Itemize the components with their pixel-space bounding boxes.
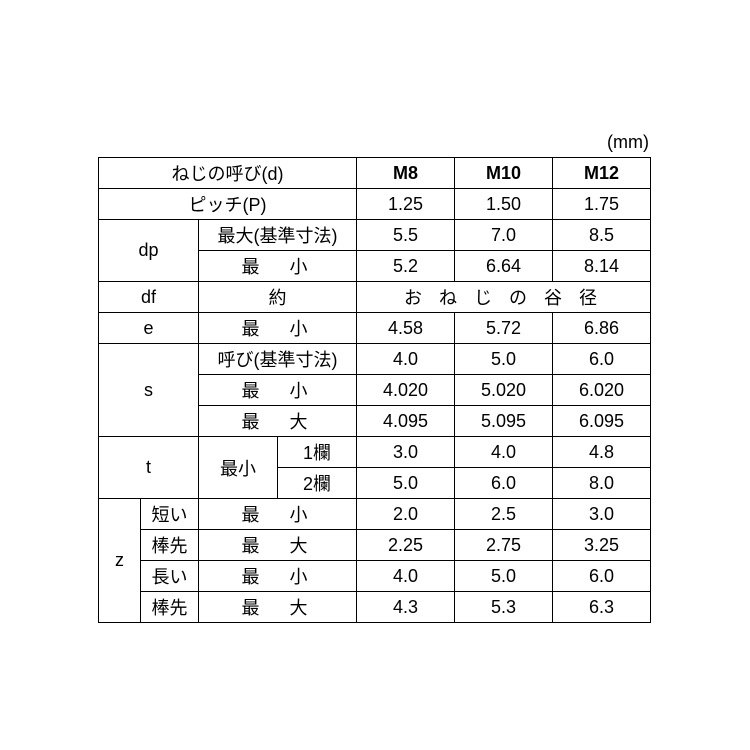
z-r1-m8: 2.25 — [357, 530, 455, 561]
pitch-m10: 1.50 — [455, 189, 553, 220]
z-r0-m8: 2.0 — [357, 499, 455, 530]
dp-max-m12: 8.5 — [553, 220, 651, 251]
e-label: e — [99, 313, 199, 344]
t-col1-m8: 3.0 — [357, 437, 455, 468]
dp-min-m10: 6.64 — [455, 251, 553, 282]
z-r3-m8: 4.3 — [357, 592, 455, 623]
z-r3-g1: 棒先 — [141, 592, 199, 623]
e-sublabel: 最 小 — [199, 313, 357, 344]
dp-min-m12: 8.14 — [553, 251, 651, 282]
t-col2-label: 2欄 — [278, 468, 357, 499]
z-r2-m10: 5.0 — [455, 561, 553, 592]
z-r1-m10: 2.75 — [455, 530, 553, 561]
s-min-m12: 6.020 — [553, 375, 651, 406]
z-r1-g2: 最 大 — [199, 530, 357, 561]
z-label: z — [99, 499, 141, 623]
s-max-m8: 4.095 — [357, 406, 455, 437]
z-r2-g1: 長い — [141, 561, 199, 592]
df-label: df — [99, 282, 199, 313]
unit-label: (mm) — [98, 132, 651, 153]
df-sublabel: 約 — [199, 282, 357, 313]
dp-max-m8: 5.5 — [357, 220, 455, 251]
size-m12: M12 — [553, 158, 651, 189]
z-r2-m12: 6.0 — [553, 561, 651, 592]
e-m8: 4.58 — [357, 313, 455, 344]
t-label: t — [99, 437, 199, 499]
t-col2-m12: 8.0 — [553, 468, 651, 499]
size-m8: M8 — [357, 158, 455, 189]
pitch-label: ピッチ(P) — [99, 189, 357, 220]
dp-min-m8: 5.2 — [357, 251, 455, 282]
dp-min-label: 最 小 — [199, 251, 357, 282]
s-max-m10: 5.095 — [455, 406, 553, 437]
dp-max-label: 最大(基準寸法) — [199, 220, 357, 251]
pitch-m12: 1.75 — [553, 189, 651, 220]
z-r0-m12: 3.0 — [553, 499, 651, 530]
z-r1-m12: 3.25 — [553, 530, 651, 561]
s-min-m10: 5.020 — [455, 375, 553, 406]
z-r3-g2: 最 大 — [199, 592, 357, 623]
s-nom-m12: 6.0 — [553, 344, 651, 375]
s-label: s — [99, 344, 199, 437]
t-col1-label: 1欄 — [278, 437, 357, 468]
s-max-m12: 6.095 — [553, 406, 651, 437]
size-m10: M10 — [455, 158, 553, 189]
t-col1-m12: 4.8 — [553, 437, 651, 468]
t-sublabel: 最小 — [199, 437, 278, 499]
z-r0-g2: 最 小 — [199, 499, 357, 530]
spec-table: ねじの呼び(d) M8 M10 M12 ピッチ(P) 1.25 1.50 1.7… — [98, 157, 651, 623]
z-r3-m12: 6.3 — [553, 592, 651, 623]
z-r0-g1: 短い — [141, 499, 199, 530]
t-col1-m10: 4.0 — [455, 437, 553, 468]
t-col2-m8: 5.0 — [357, 468, 455, 499]
pitch-m8: 1.25 — [357, 189, 455, 220]
thread-label: ねじの呼び(d) — [99, 158, 357, 189]
e-m10: 5.72 — [455, 313, 553, 344]
dp-max-m10: 7.0 — [455, 220, 553, 251]
s-nom-label: 呼び(基準寸法) — [199, 344, 357, 375]
s-min-label: 最 小 — [199, 375, 357, 406]
z-r1-g1: 棒先 — [141, 530, 199, 561]
z-r0-m10: 2.5 — [455, 499, 553, 530]
e-m12: 6.86 — [553, 313, 651, 344]
s-max-label: 最 大 — [199, 406, 357, 437]
dp-label: dp — [99, 220, 199, 282]
z-r3-m10: 5.3 — [455, 592, 553, 623]
s-nom-m10: 5.0 — [455, 344, 553, 375]
s-min-m8: 4.020 — [357, 375, 455, 406]
z-r2-m8: 4.0 — [357, 561, 455, 592]
z-r2-g2: 最 小 — [199, 561, 357, 592]
df-spanned: お ね じ の 谷 径 — [357, 282, 651, 313]
t-col2-m10: 6.0 — [455, 468, 553, 499]
s-nom-m8: 4.0 — [357, 344, 455, 375]
